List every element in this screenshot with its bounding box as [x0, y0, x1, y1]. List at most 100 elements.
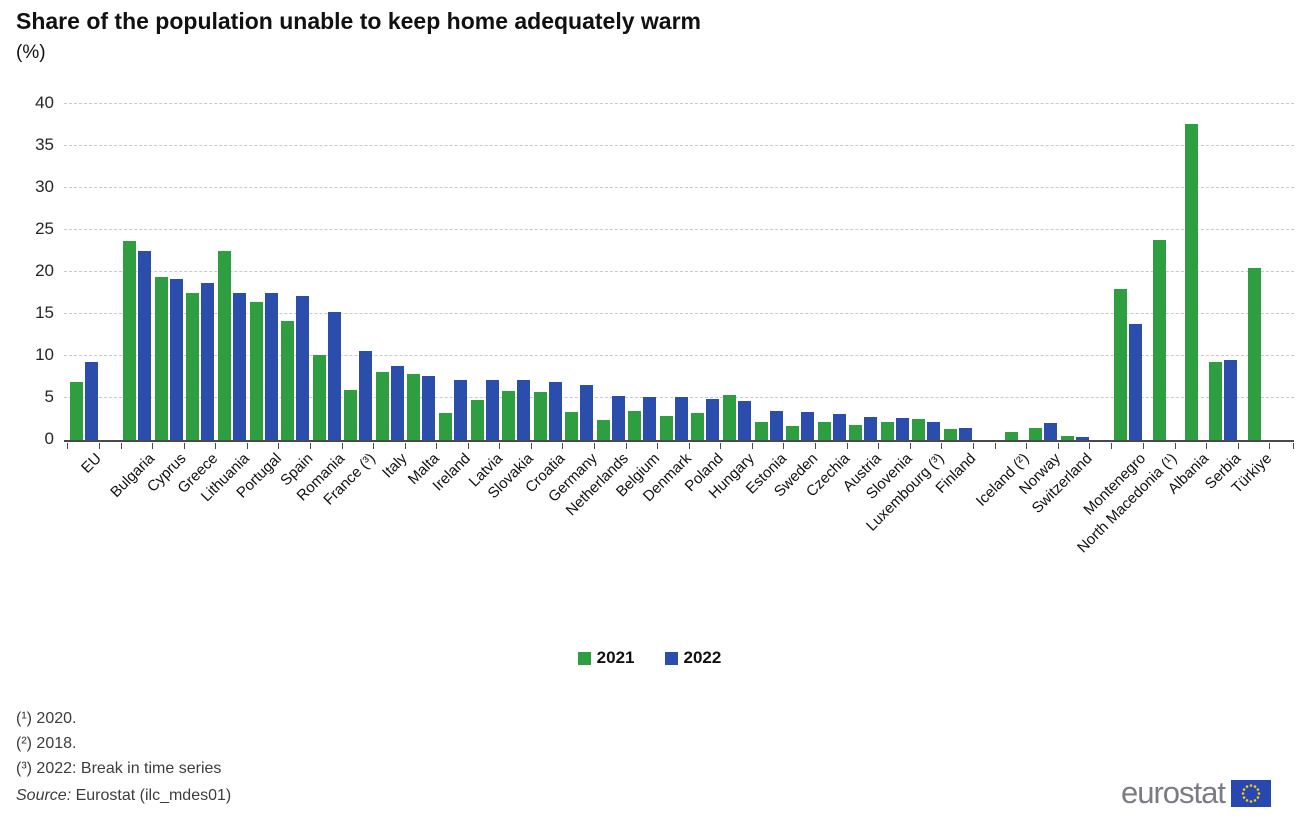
- bar-2022-Estonia: [769, 411, 783, 440]
- bar-2022-Serbia: [1223, 360, 1237, 440]
- bars-row: [64, 104, 1295, 449]
- x-label-slot-Croatia: Croatia: [522, 442, 568, 602]
- x-label-slot-Latvia: Latvia: [465, 442, 505, 602]
- x-label-slot-Lithuania: Lithuania: [198, 442, 253, 602]
- source-label: Source:: [16, 787, 72, 804]
- gridline-20: [64, 271, 1294, 272]
- bar-2022-Slovakia: [517, 379, 531, 440]
- bar-2021-Bulgaria: [123, 240, 137, 440]
- bar-2022-Ireland: [453, 380, 467, 440]
- bar-group-France (³): [343, 104, 375, 449]
- footnote-1: (¹) 2020.: [16, 710, 77, 727]
- x-label-slot-Slovakia: Slovakia: [485, 442, 537, 602]
- x-label-slot-Luxembourg (³): Luxembourg (³): [863, 442, 948, 602]
- bar-pair: [532, 104, 564, 440]
- x-label-slot-Poland: Poland: [681, 442, 726, 602]
- bar-group-Romania: [311, 104, 343, 449]
- x-label-slot-Ireland: Ireland: [430, 442, 474, 602]
- chart-unit-label: (%): [16, 42, 46, 63]
- bar-group-Luxembourg (³): [911, 104, 943, 449]
- x-label-slot-Hungary: Hungary: [706, 442, 758, 602]
- bar-group-Switzerland: [1059, 104, 1091, 449]
- bar-group-Malta: [406, 104, 438, 449]
- y-axis-labels: 0 5 10 15 20 25 30 35 40: [14, 94, 54, 447]
- bar-group-Norway: [1027, 104, 1059, 449]
- bar-pair: [279, 104, 311, 440]
- bar-2021-Latvia: [470, 399, 484, 440]
- bar-pair: [879, 104, 911, 440]
- bar-pair: [185, 104, 217, 440]
- x-label-slot-Albania: Albania: [1165, 442, 1212, 602]
- bar-2022-Czechia: [832, 413, 846, 440]
- bar-2021-EU: [69, 382, 83, 440]
- gridline-40: [64, 103, 1294, 104]
- x-label-slot-Türkiye: Türkiye: [1229, 442, 1276, 602]
- x-label-slot-Cyprus: Cyprus: [144, 442, 190, 602]
- bar-2021-Slovenia: [880, 422, 894, 440]
- y-tick-label-20: 20: [35, 261, 54, 280]
- bar-2022-Finland: [958, 428, 972, 440]
- bar-2021-Belgium: [628, 410, 642, 440]
- bar-2021-Serbia: [1208, 361, 1222, 440]
- x-label-slot-North Macedonia (¹): North Macedonia (¹): [1074, 442, 1180, 602]
- x-label-slot-Belgium: Belgium: [613, 442, 663, 602]
- y-tick-label-40: 40: [35, 93, 54, 112]
- bar-2021-Austria: [849, 424, 863, 440]
- bar-2021-Denmark: [659, 415, 673, 440]
- bar-2021-Lithuania: [218, 251, 232, 440]
- bar-2021-Türkiye: [1247, 267, 1261, 440]
- bar-2021-Finland: [943, 429, 957, 440]
- bar-pair: [595, 104, 627, 440]
- footnote-3: (³) 2022: Break in time series: [16, 760, 222, 777]
- bar-2022-Malta: [422, 376, 436, 440]
- gridline-15: [64, 313, 1294, 314]
- bar-2022-Denmark: [674, 397, 688, 440]
- x-label-slot-Denmark: Denmark: [640, 442, 695, 602]
- bar-group-Slovenia: [879, 104, 911, 449]
- bar-group-Ireland: [437, 104, 469, 449]
- bar-2022-Luxembourg (³): [927, 422, 941, 440]
- bar-group-Lithuania: [216, 104, 248, 449]
- gridline-10: [64, 355, 1294, 356]
- footnotes: (¹) 2020. (²) 2018. (³) 2022: Break in t…: [16, 706, 231, 808]
- bar-pair: [248, 104, 280, 440]
- bar-2021-France (³): [344, 390, 358, 440]
- bar-2022-Austria: [864, 417, 878, 440]
- gridline-25: [64, 229, 1294, 230]
- bar-2022-France (³): [359, 350, 373, 440]
- bar-group-Austria: [848, 104, 880, 449]
- bar-pair: [848, 104, 880, 440]
- bar-2022-Bulgaria: [138, 251, 152, 440]
- x-label-slot-Greece: Greece: [175, 442, 222, 602]
- x-label-slot-Italy: Italy: [374, 442, 410, 602]
- bar-2022-Greece: [201, 282, 215, 440]
- y-tick-label-0: 0: [44, 429, 54, 448]
- bar-2021-Estonia: [754, 422, 768, 440]
- bar-2021-Poland: [691, 413, 705, 440]
- bar-pair: [1027, 104, 1059, 440]
- bar-pair: [437, 104, 469, 440]
- x-label-slot-Germany: Germany: [545, 442, 601, 602]
- bar-group-Poland: [690, 104, 722, 449]
- bar-2021-Croatia: [533, 392, 547, 440]
- x-label-slot-Norway: Norway: [1016, 442, 1064, 602]
- bar-pair: [469, 104, 501, 440]
- bar-2022-Germany: [580, 384, 594, 440]
- legend-label-2021: 2021: [596, 648, 635, 667]
- bar-2022-Norway: [1044, 423, 1058, 440]
- y-tick-label-10: 10: [35, 345, 54, 364]
- bar-pair: [1207, 104, 1239, 440]
- bar-group-Spain: [279, 104, 311, 449]
- bar-pair: [374, 104, 406, 440]
- x-label-slot-Spain: Spain: [277, 442, 316, 602]
- bar-group-Sweden: [784, 104, 816, 449]
- bar-2021-Germany: [565, 412, 579, 440]
- y-tick-label-5: 5: [44, 387, 54, 406]
- bar-group-Croatia: [532, 104, 564, 449]
- bar-pair: [721, 104, 753, 440]
- group-spacer: [100, 442, 122, 602]
- bar-pair: [627, 104, 659, 440]
- bar-2021-Switzerland: [1060, 435, 1074, 440]
- chart-area: 0 5 10 15 20 25 30 35 40 EU Bulgaria Cyprus Greece L…: [14, 94, 1295, 604]
- footnote-2: (²) 2018.: [16, 735, 77, 752]
